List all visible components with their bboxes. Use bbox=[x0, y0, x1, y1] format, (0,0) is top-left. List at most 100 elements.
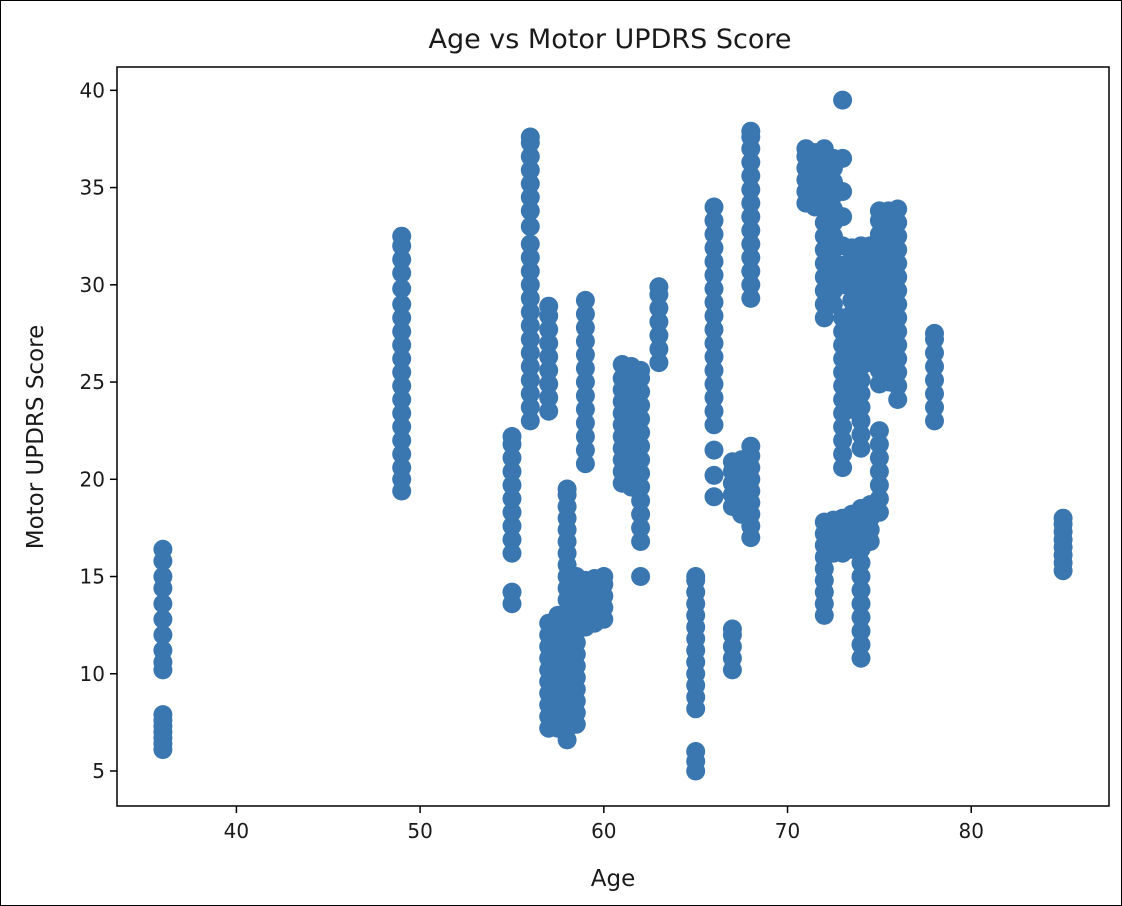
data-point bbox=[851, 384, 871, 404]
data-point bbox=[502, 475, 522, 495]
data-point bbox=[502, 582, 522, 602]
data-point bbox=[392, 226, 412, 246]
data-point bbox=[649, 277, 669, 297]
data-point bbox=[851, 594, 871, 614]
data-point bbox=[686, 567, 706, 586]
data-point bbox=[851, 580, 871, 600]
chart-title: Age vs Motor UPDRS Score bbox=[429, 24, 792, 55]
data-point bbox=[539, 401, 559, 421]
data-point bbox=[392, 430, 412, 450]
data-point bbox=[888, 281, 908, 301]
data-point bbox=[153, 609, 173, 629]
data-point bbox=[888, 349, 908, 369]
data-point bbox=[888, 267, 908, 287]
data-point bbox=[575, 440, 595, 460]
data-point bbox=[631, 409, 651, 429]
y-tick-label: 20 bbox=[80, 467, 105, 491]
data-point bbox=[851, 607, 871, 627]
x-tick-label: 60 bbox=[591, 819, 616, 843]
plot-area-border bbox=[116, 66, 1110, 807]
data-point bbox=[722, 619, 742, 639]
data-point bbox=[888, 226, 908, 246]
data-point bbox=[833, 430, 853, 450]
data-point bbox=[851, 370, 871, 390]
data-point bbox=[594, 567, 614, 586]
data-point bbox=[631, 477, 651, 497]
data-point bbox=[1053, 508, 1073, 528]
data-point bbox=[520, 288, 540, 308]
data-point bbox=[741, 248, 761, 268]
data-point bbox=[539, 333, 559, 353]
data-point bbox=[925, 384, 944, 404]
data-point bbox=[649, 353, 669, 373]
data-point bbox=[704, 347, 724, 367]
data-point bbox=[704, 265, 724, 285]
data-point bbox=[741, 207, 761, 227]
data-point bbox=[520, 201, 540, 221]
data-point bbox=[153, 640, 173, 660]
x-tick-label: 80 bbox=[958, 819, 983, 843]
data-point bbox=[153, 567, 173, 586]
data-point bbox=[704, 401, 724, 421]
data-point bbox=[704, 320, 724, 339]
x-axis-ticks: 40 50 60 70 80 bbox=[224, 806, 984, 843]
data-point bbox=[631, 436, 651, 456]
data-point bbox=[888, 253, 908, 273]
data-point bbox=[392, 403, 412, 423]
data-point bbox=[575, 304, 595, 324]
data-point bbox=[520, 329, 540, 349]
x-axis-label: Age bbox=[591, 866, 635, 892]
y-tick-label: 35 bbox=[80, 176, 105, 200]
data-point bbox=[520, 343, 540, 363]
data-point bbox=[520, 370, 540, 390]
data-point bbox=[520, 397, 540, 417]
data-point bbox=[851, 397, 871, 417]
data-point bbox=[502, 448, 522, 468]
data-point bbox=[575, 331, 595, 351]
data-point bbox=[502, 516, 522, 536]
data-point bbox=[851, 438, 871, 458]
data-point bbox=[631, 504, 651, 524]
y-tick-label: 25 bbox=[80, 370, 105, 394]
data-point bbox=[869, 475, 889, 495]
data-point bbox=[888, 308, 908, 328]
data-point bbox=[741, 166, 761, 186]
data-point bbox=[539, 374, 559, 394]
data-point bbox=[520, 147, 540, 166]
data-point bbox=[888, 335, 908, 355]
data-point bbox=[520, 261, 540, 281]
data-point bbox=[631, 395, 651, 415]
data-point bbox=[869, 448, 889, 468]
data-point bbox=[520, 187, 540, 207]
data-point bbox=[851, 411, 871, 431]
data-point bbox=[925, 411, 944, 431]
data-point bbox=[392, 250, 412, 269]
data-point bbox=[888, 390, 908, 409]
data-point bbox=[631, 567, 651, 586]
data-point bbox=[741, 180, 761, 199]
y-tick-label: 5 bbox=[92, 759, 105, 783]
data-point bbox=[741, 193, 761, 213]
data-point bbox=[575, 372, 595, 392]
y-tick-label: 10 bbox=[80, 662, 105, 686]
data-point bbox=[851, 553, 871, 573]
data-point bbox=[704, 465, 724, 485]
x-tick-label: 40 bbox=[224, 819, 249, 843]
data-point bbox=[631, 463, 651, 483]
data-point bbox=[649, 339, 669, 359]
data-point bbox=[869, 489, 889, 509]
data-point bbox=[539, 320, 559, 339]
data-point bbox=[823, 294, 843, 314]
data-point bbox=[741, 220, 761, 240]
data-point bbox=[153, 705, 173, 725]
data-point bbox=[392, 263, 412, 283]
data-point bbox=[575, 386, 595, 406]
data-point bbox=[392, 349, 412, 369]
data-point bbox=[392, 417, 412, 437]
data-point bbox=[704, 306, 724, 326]
data-point bbox=[502, 462, 522, 481]
data-point bbox=[392, 362, 412, 382]
data-point bbox=[392, 444, 412, 464]
data-point bbox=[631, 360, 651, 380]
